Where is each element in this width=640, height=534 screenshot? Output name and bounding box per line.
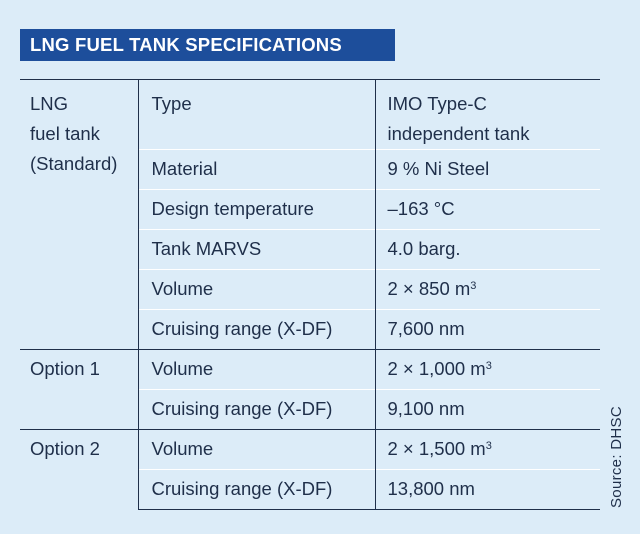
value-line: IMO Type-C bbox=[387, 93, 487, 114]
table-row: Cruising range (X-DF) 7,600 nm bbox=[20, 309, 600, 350]
group-label-line: LNG bbox=[30, 93, 69, 114]
value-cell: 9,100 nm bbox=[375, 389, 600, 430]
table-row: Material 9 % Ni Steel bbox=[20, 149, 600, 190]
value-cell: 13,800 nm bbox=[375, 469, 600, 510]
unit-superscript: 3 bbox=[485, 440, 492, 452]
unit-superscript: 3 bbox=[485, 360, 492, 372]
table-row: Option 2 Volume 2 × 1,500 m3 bbox=[20, 429, 600, 510]
value-cell: 2 × 1,000 m3 bbox=[375, 349, 600, 390]
value-cell: IMO Type-C independent tank bbox=[375, 79, 600, 150]
param-cell: Cruising range (X-DF) bbox=[138, 309, 376, 350]
param-cell: Cruising range (X-DF) bbox=[138, 389, 376, 430]
value-line: independent tank bbox=[387, 123, 530, 144]
value-cell: 2 × 850 m3 bbox=[375, 269, 600, 310]
param-cell: Design temperature bbox=[138, 189, 376, 230]
value-cell: 7,600 nm bbox=[375, 309, 600, 350]
group-label-line: (Standard) bbox=[30, 153, 118, 174]
param-cell: Volume bbox=[138, 269, 376, 310]
table-row: Design temperature –163 °C bbox=[20, 189, 600, 230]
table-row: Cruising range (X-DF) 9,100 nm bbox=[20, 389, 600, 430]
spec-table: LNG fuel tank (Standard) Type IMO Type-C… bbox=[20, 79, 600, 510]
value-cell: 9 % Ni Steel bbox=[375, 149, 600, 190]
value-text: 2 × 1,500 m bbox=[387, 438, 486, 459]
source-credit: Source: DHSC bbox=[608, 406, 625, 508]
group-label-option-2: Option 2 bbox=[20, 429, 139, 510]
param-cell: Volume bbox=[138, 429, 376, 470]
table-row: LNG fuel tank (Standard) Type IMO Type-C… bbox=[20, 79, 600, 350]
value-cell: 2 × 1,500 m3 bbox=[375, 429, 600, 470]
value-cell: –163 °C bbox=[375, 189, 600, 230]
param-cell: Type bbox=[138, 79, 376, 150]
value-cell: 4.0 barg. bbox=[375, 229, 600, 270]
table-row: Cruising range (X-DF) 13,800 nm bbox=[20, 469, 600, 510]
value-text: 2 × 1,000 m bbox=[387, 358, 486, 379]
param-cell: Cruising range (X-DF) bbox=[138, 469, 376, 510]
param-cell: Tank MARVS bbox=[138, 229, 376, 270]
param-cell: Material bbox=[138, 149, 376, 190]
group-label-line: fuel tank bbox=[30, 123, 100, 144]
table-row: Tank MARVS 4.0 barg. bbox=[20, 229, 600, 270]
value-text: 2 × 850 m bbox=[387, 278, 471, 299]
group-label-option-1: Option 1 bbox=[20, 349, 139, 430]
table-row: Option 1 Volume 2 × 1,000 m3 bbox=[20, 349, 600, 430]
table-row: Volume 2 × 850 m3 bbox=[20, 269, 600, 310]
unit-superscript: 3 bbox=[470, 280, 477, 292]
param-cell: Volume bbox=[138, 349, 376, 390]
group-label-standard: LNG fuel tank (Standard) bbox=[20, 79, 139, 350]
page-title: LNG FUEL TANK SPECIFICATIONS bbox=[20, 29, 395, 61]
